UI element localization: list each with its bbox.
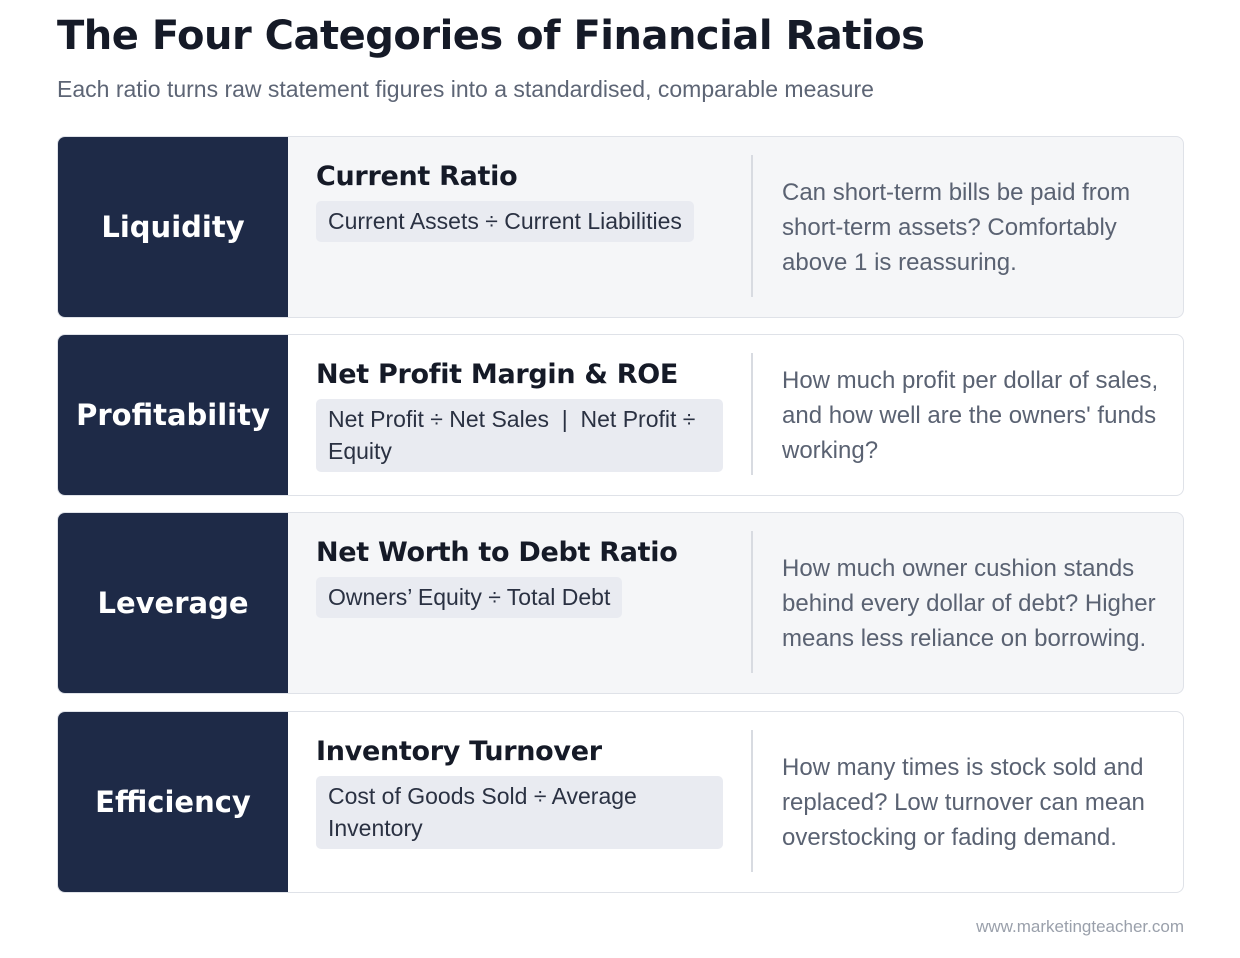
ratio-block: Net Worth to Debt Ratio Owners’ Equity ÷… <box>288 531 753 673</box>
source-credit: www.marketingteacher.com <box>976 917 1184 936</box>
ratio-description: How much owner cushion stands behind eve… <box>782 554 1156 652</box>
ratio-formula: Owners’ Equity ÷ Total Debt <box>316 577 623 618</box>
category-label: Leverage <box>58 513 288 693</box>
ratio-description: Can short-term bills be paid from short-… <box>782 178 1131 276</box>
ratio-formula: Current Assets ÷ Current Liabilities <box>316 201 694 242</box>
ratio-formula: Cost of Goods Sold ÷ Average Inventory <box>316 776 723 849</box>
category-label: Liquidity <box>58 137 288 317</box>
ratio-description: How many times is stock sold and replace… <box>782 753 1145 851</box>
ratio-formula: Net Profit ÷ Net Sales | Net Profit ÷ Eq… <box>316 399 723 472</box>
category-label: Profitability <box>58 335 288 495</box>
ratio-name: Net Profit Margin & ROE <box>316 359 679 390</box>
ratio-row-leverage: Leverage Net Worth to Debt Ratio Owners’… <box>57 512 1184 694</box>
ratio-row-efficiency: Efficiency Inventory Turnover Cost of Go… <box>57 711 1184 893</box>
page-title: The Four Categories of Financial Ratios <box>57 13 925 59</box>
ratio-description: How much profit per dollar of sales, and… <box>782 366 1159 464</box>
ratio-block: Inventory Turnover Cost of Goods Sold ÷ … <box>288 730 753 872</box>
ratio-name: Current Ratio <box>316 161 518 192</box>
ratio-name: Inventory Turnover <box>316 736 602 767</box>
ratio-row-profitability: Profitability Net Profit Margin & ROE Ne… <box>57 334 1184 496</box>
page-subtitle: Each ratio turns raw statement figures i… <box>57 76 874 102</box>
ratio-block: Current Ratio Current Assets ÷ Current L… <box>288 155 753 297</box>
category-label: Efficiency <box>58 712 288 892</box>
ratio-row-liquidity: Liquidity Current Ratio Current Assets ÷… <box>57 136 1184 318</box>
ratio-name: Net Worth to Debt Ratio <box>316 537 678 568</box>
ratio-block: Net Profit Margin & ROE Net Profit ÷ Net… <box>288 353 753 475</box>
